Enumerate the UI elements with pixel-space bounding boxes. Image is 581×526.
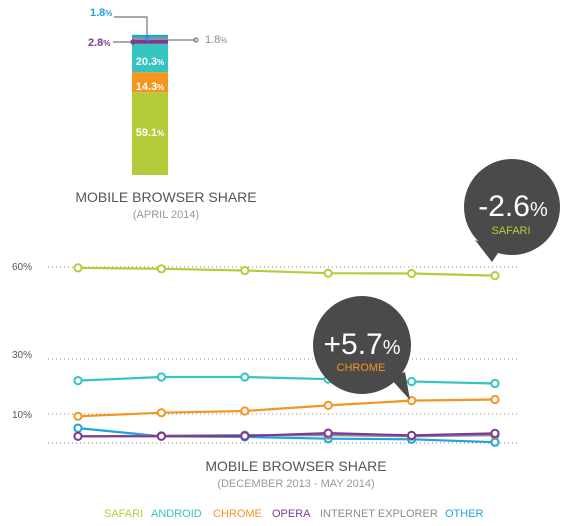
callout-chrome-bubble: [313, 296, 411, 394]
legend-item-safari: SAFARI: [104, 508, 143, 520]
series-line-opera: [78, 431, 496, 438]
point-safari-4: [407, 268, 417, 279]
point-chrome-5: [490, 394, 500, 405]
point-opera-0: [73, 431, 83, 441]
point-android-4: [407, 376, 417, 387]
point-chrome-0: [73, 411, 83, 421]
series-android: [73, 372, 500, 389]
point-safari-1: [156, 264, 166, 274]
series-line-chrome: [77, 398, 496, 418]
series-chrome: [73, 394, 500, 421]
callout-chrome-label: CHROME: [337, 362, 386, 374]
point-android-5: [490, 378, 500, 389]
series-opera: [73, 428, 500, 441]
legend-item-internet-explorer: INTERNET EXPLORER: [320, 508, 438, 520]
point-opera-3: [323, 428, 333, 438]
callout-safari-bubble: [464, 159, 560, 255]
y-tick-label-10: 10%: [12, 410, 32, 421]
bar-segment-chrome: [132, 72, 168, 93]
bar-label-other: 1.8%: [90, 7, 112, 19]
point-safari-0: [73, 263, 83, 273]
bar-label-opera: 2.8%: [88, 37, 110, 49]
bar-segment-safari: [132, 92, 168, 175]
point-chrome-4: [407, 396, 417, 406]
callout-safari-tail: [475, 240, 500, 262]
point-chrome-1: [156, 408, 166, 418]
line-chart-title: MOBILE BROWSER SHARE: [205, 458, 386, 474]
bar-label-safari: 59.1%: [136, 127, 165, 139]
y-tick-label-60: 60%: [12, 262, 32, 273]
callout-safari-label: SAFARI: [491, 225, 530, 237]
legend-item-android: ANDROID: [151, 508, 202, 520]
series-safari: [73, 263, 500, 281]
callout-leader-other: [114, 16, 148, 38]
point-opera-4: [407, 430, 417, 440]
point-safari-2: [240, 265, 250, 276]
callout-chrome: +5.7% CHROME: [313, 296, 411, 400]
callout-safari: -2.6% SAFARI: [464, 159, 560, 262]
callout-chrome-value: +5.7%: [323, 328, 400, 361]
line-chart: 60% 30% 10% -2.6% SAFARI +5.7% CHROME MO…: [12, 159, 560, 520]
point-safari-3: [323, 268, 333, 278]
callout-dot-other: [144, 35, 150, 41]
bar-chart-subtitle: (APRIL 2014): [133, 209, 199, 221]
point-other-0: [73, 423, 83, 433]
point-safari-5: [490, 271, 500, 281]
bar-segment-other: [132, 34, 168, 38]
bar-segments: [132, 34, 168, 175]
point-opera-1: [156, 431, 166, 441]
point-android-0: [73, 376, 83, 386]
line-chart-subtitle: (DECEMBER 2013 - MAY 2014): [217, 478, 374, 490]
callout-chrome-tail: [390, 372, 410, 400]
legend-item-chrome: CHROME: [213, 508, 262, 520]
point-opera-5: [490, 428, 500, 438]
point-chrome-3: [323, 400, 333, 410]
y-tick-labels: 60% 30% 10%: [12, 262, 32, 421]
point-opera-2: [240, 431, 250, 441]
point-android-2: [240, 372, 250, 382]
series-line-android: [77, 375, 496, 385]
bar-label-android: 20.3%: [136, 56, 165, 68]
point-android-1: [156, 372, 166, 382]
bar-chart-title: MOBILE BROWSER SHARE: [75, 189, 256, 205]
series-line-safari: [77, 266, 496, 277]
y-gridlines: [48, 266, 520, 444]
bar-segment-android: [132, 43, 168, 73]
legend-item-opera: OPERA: [272, 508, 311, 520]
bar-label-chrome: 14.3%: [136, 81, 165, 93]
series-lines: [73, 263, 500, 447]
legend: SAFARI ANDROID CHROME OPERA INTERNET EXP…: [104, 508, 484, 520]
bar-segment-internet-explorer: [132, 37, 168, 40]
point-chrome-2: [240, 406, 250, 416]
callout-dot-ie: [193, 37, 199, 43]
stacked-bar-chart: 59.1% 14.3% 20.3% 1.8% 2.8% 1.8% MOBILE …: [75, 7, 256, 221]
callout-dot-opera: [130, 39, 136, 45]
legend-item-other: OTHER: [445, 508, 484, 520]
bar-segment-opera: [132, 39, 168, 44]
bar-label-ie: 1.8%: [205, 34, 227, 46]
callout-safari-value: -2.6%: [478, 190, 548, 223]
y-tick-label-30: 30%: [12, 350, 32, 361]
